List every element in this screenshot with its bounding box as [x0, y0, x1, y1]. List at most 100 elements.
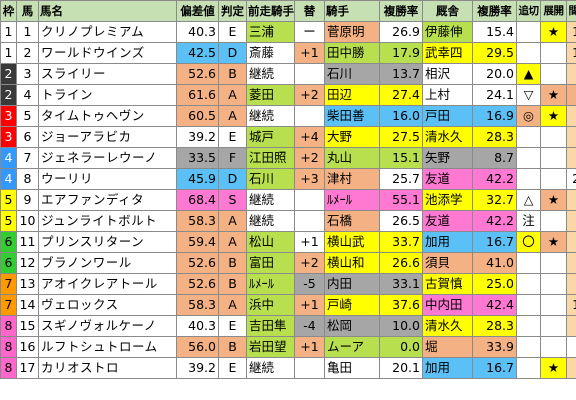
stable-name[interactable]: 清水久	[422, 315, 473, 337]
pace-mark[interactable]	[540, 42, 567, 64]
waku-cell[interactable]: 6	[0, 252, 17, 274]
previous-jockey[interactable]: 三浦	[246, 21, 295, 43]
pace-mark[interactable]	[540, 63, 567, 85]
deviation-value[interactable]: 58.3	[176, 294, 219, 316]
waku-cell[interactable]: 1	[0, 42, 17, 64]
deviation-value[interactable]: 40.3	[176, 21, 219, 43]
stable-place-rate[interactable]: 41.0	[472, 252, 517, 274]
stable-place-rate[interactable]: 28.3	[472, 126, 517, 148]
pace-mark[interactable]: ★	[540, 21, 567, 43]
col-waku[interactable]: 枠	[0, 0, 17, 22]
col-tenkai[interactable]: 展開	[540, 0, 567, 22]
workout-mark[interactable]: 注	[516, 210, 541, 232]
stable-place-rate[interactable]: 33.9	[472, 336, 517, 358]
horse-name[interactable]: プリンスリターン	[38, 231, 177, 253]
jockey-place-rate[interactable]: 27.5	[379, 126, 423, 148]
stable-place-rate[interactable]: 16.7	[472, 231, 517, 253]
horse-name[interactable]: ブラノンワール	[38, 252, 177, 274]
workout-mark[interactable]	[516, 168, 541, 190]
rank-grade[interactable]: B	[218, 252, 247, 274]
waku-cell[interactable]: 5	[0, 189, 17, 211]
pace-mark[interactable]	[540, 315, 567, 337]
horse-number[interactable]: 11	[16, 231, 39, 253]
horse-name[interactable]: ジュンライトボルト	[38, 210, 177, 232]
horse-number[interactable]: 15	[16, 315, 39, 337]
stable-name[interactable]: 相沢	[422, 63, 473, 85]
previous-jockey[interactable]: 岩田望	[246, 336, 295, 358]
stable-name[interactable]: 上村	[422, 84, 473, 106]
stable-name[interactable]: 伊藤伸	[422, 21, 473, 43]
waku-cell[interactable]: 5	[0, 210, 17, 232]
workout-mark[interactable]	[516, 42, 541, 64]
rank-grade[interactable]: A	[218, 231, 247, 253]
col-rate[interactable]: 複勝率	[379, 0, 423, 22]
horse-number[interactable]: 6	[16, 126, 39, 148]
col-rate2[interactable]: 複勝率	[472, 0, 517, 22]
previous-jockey[interactable]: 継続	[246, 357, 295, 379]
jockey-place-rate[interactable]: 15.1	[379, 147, 423, 169]
col-stable[interactable]: 厩舎	[422, 0, 473, 22]
horse-number[interactable]: 8	[16, 168, 39, 190]
rank-grade[interactable]: D	[218, 42, 247, 64]
previous-jockey[interactable]: 斎藤	[246, 42, 295, 64]
stable-name[interactable]: 中内田	[422, 294, 473, 316]
previous-jockey[interactable]: 城戸	[246, 126, 295, 148]
rank-grade[interactable]: E	[218, 357, 247, 379]
jockey-change[interactable]	[294, 357, 325, 379]
jockey-name[interactable]: 横山武	[324, 231, 380, 253]
rank-grade[interactable]: E	[218, 126, 247, 148]
stable-place-rate[interactable]: 20.0	[472, 63, 517, 85]
deviation-value[interactable]: 68.4	[176, 189, 219, 211]
deviation-value[interactable]: 52.6	[176, 273, 219, 295]
stable-name[interactable]: 堀	[422, 336, 473, 358]
jockey-name[interactable]: 津村	[324, 168, 380, 190]
horse-number[interactable]: 2	[16, 42, 39, 64]
horse-number[interactable]: 17	[16, 357, 39, 379]
deviation-value[interactable]: 56.0	[176, 336, 219, 358]
jockey-place-rate[interactable]: 16.0	[379, 105, 423, 127]
pace-mark[interactable]: ★	[540, 189, 567, 211]
stable-place-rate[interactable]: 42.4	[472, 294, 517, 316]
jockey-name[interactable]: 田辺	[324, 84, 380, 106]
waku-cell[interactable]: 1	[0, 21, 17, 43]
deviation-value[interactable]: 52.6	[176, 252, 219, 274]
rank-grade[interactable]: F	[218, 147, 247, 169]
rank-grade[interactable]: D	[218, 168, 247, 190]
pace-mark[interactable]	[540, 210, 567, 232]
horse-name[interactable]: スギノヴォルケーノ	[38, 315, 177, 337]
deviation-value[interactable]: 42.5	[176, 42, 219, 64]
stable-name[interactable]: 加用	[422, 357, 473, 379]
workout-mark[interactable]: ▲	[516, 63, 541, 85]
jockey-change[interactable]: +2	[294, 147, 325, 169]
previous-jockey[interactable]: 江田照	[246, 147, 295, 169]
jockey-name[interactable]: ムーア	[324, 336, 380, 358]
previous-jockey[interactable]: 浜中	[246, 294, 295, 316]
horse-number[interactable]: 14	[16, 294, 39, 316]
jockey-place-rate[interactable]: 27.4	[379, 84, 423, 106]
rank-grade[interactable]: B	[218, 63, 247, 85]
pace-mark[interactable]	[540, 294, 567, 316]
horse-name[interactable]: カリオストロ	[38, 357, 177, 379]
jockey-name[interactable]: 戸崎	[324, 294, 380, 316]
stable-name[interactable]: 武幸四	[422, 42, 473, 64]
jockey-place-rate[interactable]: 26.6	[379, 252, 423, 274]
waku-cell[interactable]: 6	[0, 231, 17, 253]
rank-grade[interactable]: B	[218, 336, 247, 358]
waku-cell[interactable]: 8	[0, 357, 17, 379]
stable-name[interactable]: 矢野	[422, 147, 473, 169]
previous-jockey[interactable]: 富田	[246, 252, 295, 274]
workout-mark[interactable]	[516, 21, 541, 43]
workout-mark[interactable]	[516, 357, 541, 379]
rank-grade[interactable]: A	[218, 105, 247, 127]
deviation-value[interactable]: 40.3	[176, 315, 219, 337]
jockey-name[interactable]: 大野	[324, 126, 380, 148]
jockey-change[interactable]: +1	[294, 231, 325, 253]
jockey-name[interactable]: 丸山	[324, 147, 380, 169]
stable-place-rate[interactable]: 28.3	[472, 315, 517, 337]
rank-grade[interactable]: A	[218, 294, 247, 316]
col-jockey[interactable]: 騎手	[324, 0, 380, 22]
interval-weeks[interactable]: 5	[566, 210, 576, 232]
